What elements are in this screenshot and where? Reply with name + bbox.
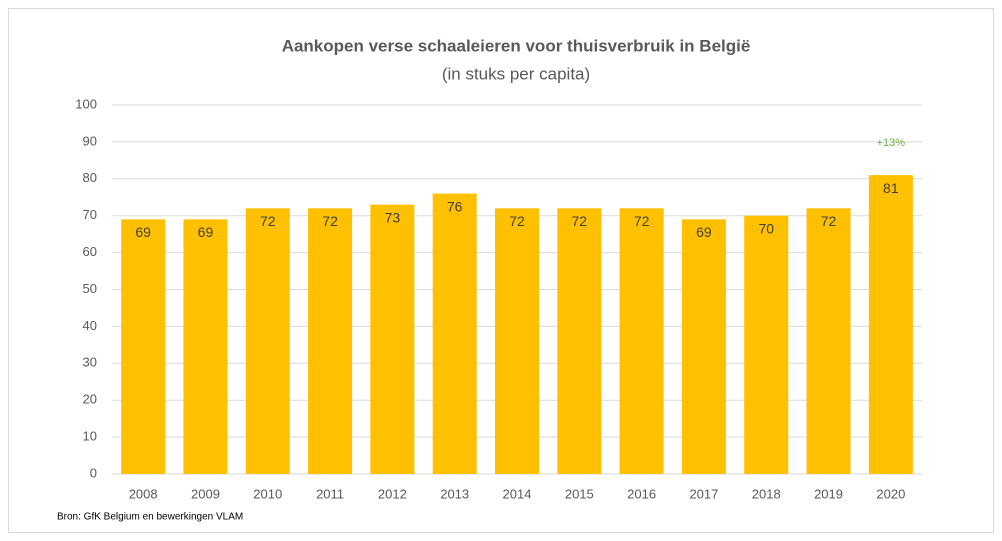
data-label: 72 [572, 213, 588, 229]
data-label: 69 [198, 224, 214, 240]
bar [495, 208, 539, 474]
y-tick-label: 90 [83, 133, 97, 148]
data-label: 81 [883, 180, 899, 196]
x-tick-label: 2013 [440, 486, 469, 501]
x-tick-label: 2008 [129, 486, 158, 501]
annotation: +13% [877, 137, 906, 149]
source-note: Bron: GfK Belgium en bewerkingen VLAM [57, 512, 243, 523]
y-tick-label: 60 [83, 244, 97, 259]
bar [681, 219, 726, 474]
bar [121, 219, 166, 474]
y-tick-label: 100 [75, 96, 97, 111]
y-tick-label: 50 [83, 281, 97, 296]
chart-title: Aankopen verse schaaleieren voor thuisve… [282, 36, 751, 55]
bar [308, 208, 353, 474]
x-tick-label: 2017 [689, 486, 718, 501]
bar [183, 219, 228, 474]
x-tick-label: 2010 [253, 486, 282, 501]
data-label: 72 [821, 213, 837, 229]
data-label: 72 [509, 213, 525, 229]
data-label: 72 [634, 213, 650, 229]
bar [806, 208, 851, 474]
bar [432, 193, 477, 474]
data-label: 72 [322, 213, 338, 229]
data-label: 73 [385, 209, 401, 225]
bar [370, 204, 415, 474]
y-tick-label: 40 [83, 318, 97, 333]
data-label: 76 [447, 198, 463, 214]
y-tick-label: 0 [90, 465, 97, 480]
bar [744, 215, 789, 474]
x-tick-label: 2016 [627, 486, 656, 501]
x-tick-label: 2020 [876, 486, 905, 501]
data-label: 70 [758, 220, 774, 236]
x-tick-label: 2014 [503, 486, 532, 501]
y-tick-label: 70 [83, 207, 97, 222]
data-label: 69 [696, 224, 712, 240]
bar [868, 175, 913, 475]
data-label: 69 [135, 224, 151, 240]
x-tick-label: 2018 [752, 486, 781, 501]
y-tick-label: 20 [83, 392, 97, 407]
x-tick-label: 2012 [378, 486, 407, 501]
bar [557, 208, 602, 474]
x-tick-label: 2015 [565, 486, 594, 501]
y-tick-label: 10 [83, 429, 97, 444]
y-tick-label: 80 [83, 170, 97, 185]
x-tick-label: 2011 [316, 486, 344, 501]
data-label: 72 [260, 213, 276, 229]
chart-subtitle: (in stuks per capita) [442, 64, 590, 83]
bar [245, 208, 290, 474]
x-tick-label: 2009 [191, 486, 220, 501]
bar [619, 208, 664, 474]
y-tick-label: 30 [83, 355, 97, 370]
x-tick-label: 2019 [814, 486, 843, 501]
